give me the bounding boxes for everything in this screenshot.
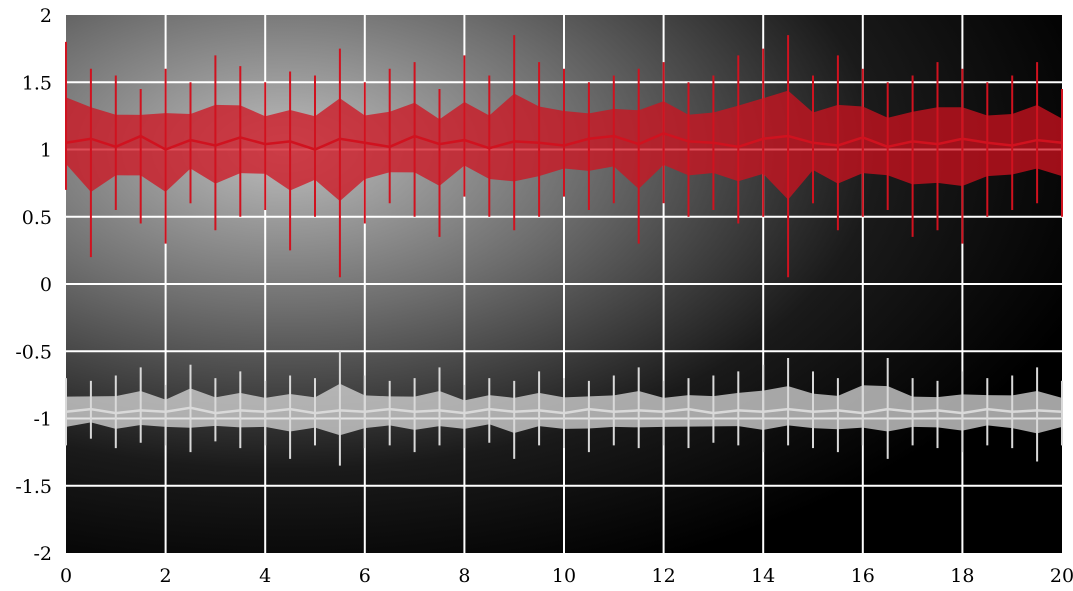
x-tick-label: 20 bbox=[1050, 565, 1073, 587]
x-tick-label: 2 bbox=[160, 565, 172, 587]
y-tick-label: 0 bbox=[40, 274, 52, 296]
y-tick-label: -2 bbox=[33, 543, 52, 565]
series-layer bbox=[65, 35, 1063, 466]
series-0-line bbox=[65, 132, 1063, 151]
x-tick-label: 8 bbox=[458, 565, 470, 587]
y-tick-label: 2 bbox=[40, 5, 52, 27]
x-tick-label: 14 bbox=[751, 565, 775, 587]
x-tick-label: 0 bbox=[60, 565, 72, 587]
y-tick-label: 1.5 bbox=[22, 72, 52, 94]
x-tick-label: 6 bbox=[359, 565, 371, 587]
x-tick-label: 4 bbox=[259, 565, 271, 587]
x-tick-label: 10 bbox=[552, 565, 576, 587]
x-tick-label: 12 bbox=[652, 565, 676, 587]
x-tick-label: 18 bbox=[950, 565, 974, 587]
y-tick-label: -1.5 bbox=[15, 476, 52, 498]
y-tick-label: 0.5 bbox=[22, 207, 52, 229]
x-tick-label: 16 bbox=[851, 565, 875, 587]
x-axis-ticks: 0 2 4 6 8 10 12 14 16 18 20 bbox=[60, 565, 1073, 587]
y-tick-label: 1 bbox=[40, 140, 52, 162]
y-axis-ticks: 2 1.5 1 0.5 0 -0.5 -1 -1.5 -2 bbox=[15, 5, 52, 565]
series-1 bbox=[65, 351, 1063, 466]
series-0 bbox=[65, 35, 1063, 278]
y-tick-label: -0.5 bbox=[15, 341, 52, 363]
series-1-line bbox=[65, 406, 1063, 415]
y-tick-label: -1 bbox=[33, 409, 52, 431]
